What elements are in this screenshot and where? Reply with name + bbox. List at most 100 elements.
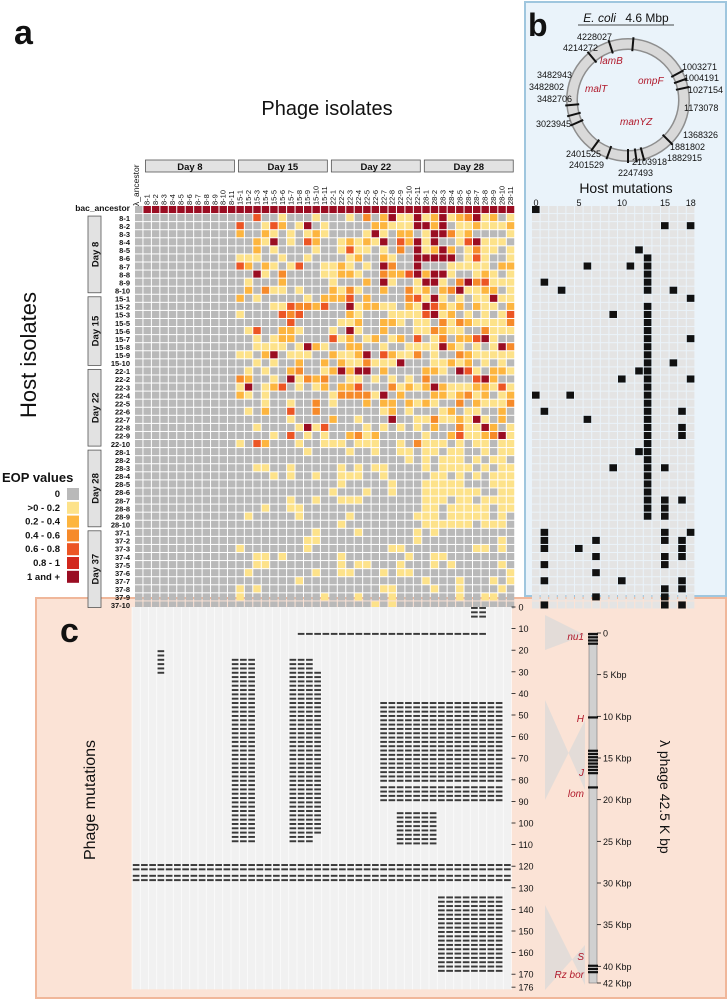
eop-cell bbox=[295, 335, 303, 343]
phage-mutation-cell bbox=[289, 801, 297, 804]
eop-cell bbox=[337, 528, 346, 536]
eop-cell bbox=[396, 544, 405, 553]
eop-cell bbox=[481, 480, 489, 488]
eop-cell bbox=[473, 310, 481, 318]
eop-cell bbox=[489, 214, 498, 222]
eop-cell bbox=[346, 343, 354, 351]
eop-cell bbox=[312, 464, 320, 472]
eop-cell bbox=[253, 585, 261, 593]
eop-cell bbox=[337, 327, 346, 335]
phage-mutation-cell bbox=[479, 732, 486, 735]
host-mutation-cell bbox=[549, 238, 557, 246]
eop-cell bbox=[160, 464, 168, 472]
host-mutation-cell bbox=[566, 520, 574, 528]
phage-mutation-cell bbox=[297, 758, 305, 761]
eop-cell bbox=[244, 399, 253, 407]
eop-cell bbox=[278, 214, 287, 222]
eop-cell bbox=[295, 359, 303, 367]
eop-cell bbox=[388, 601, 396, 609]
eop-cell bbox=[244, 528, 253, 536]
eop-cell bbox=[270, 544, 278, 553]
eop-cell bbox=[219, 375, 227, 383]
phage-mutation-cell bbox=[421, 758, 429, 761]
eop-cell bbox=[219, 544, 227, 553]
eop-cell bbox=[135, 585, 143, 593]
host-mutation-cell bbox=[669, 343, 678, 351]
host-mutation-cell bbox=[549, 246, 557, 254]
host-mutation-cell bbox=[618, 399, 626, 407]
eop-cell bbox=[312, 456, 320, 464]
eop-cell bbox=[202, 553, 211, 561]
phage-mutation-cell bbox=[182, 879, 189, 882]
row-label: 28-6 bbox=[115, 488, 130, 497]
phage-mutation-cell bbox=[396, 775, 404, 778]
host-mutation-cell bbox=[618, 544, 626, 553]
eop-cell bbox=[473, 585, 481, 593]
eop-heatmap bbox=[135, 206, 515, 609]
phage-mutation-cell bbox=[314, 758, 321, 761]
map-link bbox=[545, 905, 585, 990]
eop-cell bbox=[405, 214, 413, 222]
eop-cell bbox=[202, 423, 211, 431]
phage-mutation-cell bbox=[438, 745, 445, 748]
host-mutation-cell bbox=[618, 335, 626, 343]
eop-cell bbox=[194, 456, 202, 464]
eop-cell bbox=[405, 302, 413, 310]
phage-mutation-cell bbox=[248, 676, 255, 679]
gene-mark bbox=[588, 967, 598, 971]
eop-cell bbox=[202, 512, 211, 520]
eop-cell bbox=[405, 222, 413, 230]
eop-cell bbox=[371, 601, 380, 609]
host-mutation-cell bbox=[652, 399, 660, 407]
eop-cell bbox=[413, 512, 422, 520]
eop-cell bbox=[388, 407, 396, 415]
phage-mutation-cell bbox=[396, 868, 404, 871]
host-mutation-cell bbox=[609, 262, 617, 270]
eop-cell bbox=[312, 480, 320, 488]
eop-cell bbox=[346, 407, 354, 415]
host-mutation-cell bbox=[532, 343, 540, 351]
phage-mutation-cell bbox=[330, 868, 338, 871]
eop-cell bbox=[489, 335, 498, 343]
phage-mutation-cell bbox=[306, 864, 313, 866]
host-mutation-cell bbox=[661, 302, 669, 310]
phage-mutation-cell bbox=[421, 874, 429, 877]
phage-mutation-cell bbox=[289, 879, 297, 882]
host-mutation-cell bbox=[669, 222, 678, 230]
eop-cell bbox=[219, 504, 227, 512]
eop-cell bbox=[363, 504, 371, 512]
phage-mutation-cell bbox=[479, 715, 486, 717]
host-mutation-cell bbox=[583, 488, 592, 496]
eop-cell bbox=[168, 254, 177, 262]
eop-cell bbox=[456, 262, 464, 270]
host-mutation-cell bbox=[566, 553, 574, 561]
eop-cell bbox=[219, 254, 227, 262]
phage-mutation-cell bbox=[421, 771, 429, 774]
eop-cell bbox=[346, 230, 354, 238]
phage-mutation-cell bbox=[165, 868, 173, 871]
phage-mutation-cell bbox=[421, 723, 429, 726]
eop-cell bbox=[143, 561, 151, 569]
phage-mutation-cell bbox=[487, 864, 495, 866]
host-mutation-cell bbox=[661, 278, 669, 286]
phage-mutation-cell bbox=[380, 771, 387, 774]
eop-cell bbox=[177, 222, 185, 230]
host-mutation-cell bbox=[626, 318, 635, 327]
eop-cell bbox=[194, 327, 202, 335]
eop-cell bbox=[489, 294, 498, 302]
eop-cell bbox=[481, 278, 489, 286]
phage-mutation-cell bbox=[339, 868, 346, 871]
host-mutation-cell bbox=[575, 553, 583, 561]
eop-cell bbox=[270, 254, 278, 262]
eop-cell bbox=[506, 270, 515, 278]
eop-cell bbox=[506, 367, 515, 375]
eop-cell bbox=[405, 318, 413, 327]
eop-cell bbox=[363, 375, 371, 383]
host-mutation-cell bbox=[592, 561, 600, 569]
phage-mutation-cell bbox=[421, 799, 429, 802]
eop-cell bbox=[202, 359, 211, 367]
eop-cell bbox=[430, 206, 439, 214]
eop-cell bbox=[498, 488, 506, 496]
host-mutation-cell bbox=[669, 351, 678, 359]
eop-cell bbox=[337, 238, 346, 246]
